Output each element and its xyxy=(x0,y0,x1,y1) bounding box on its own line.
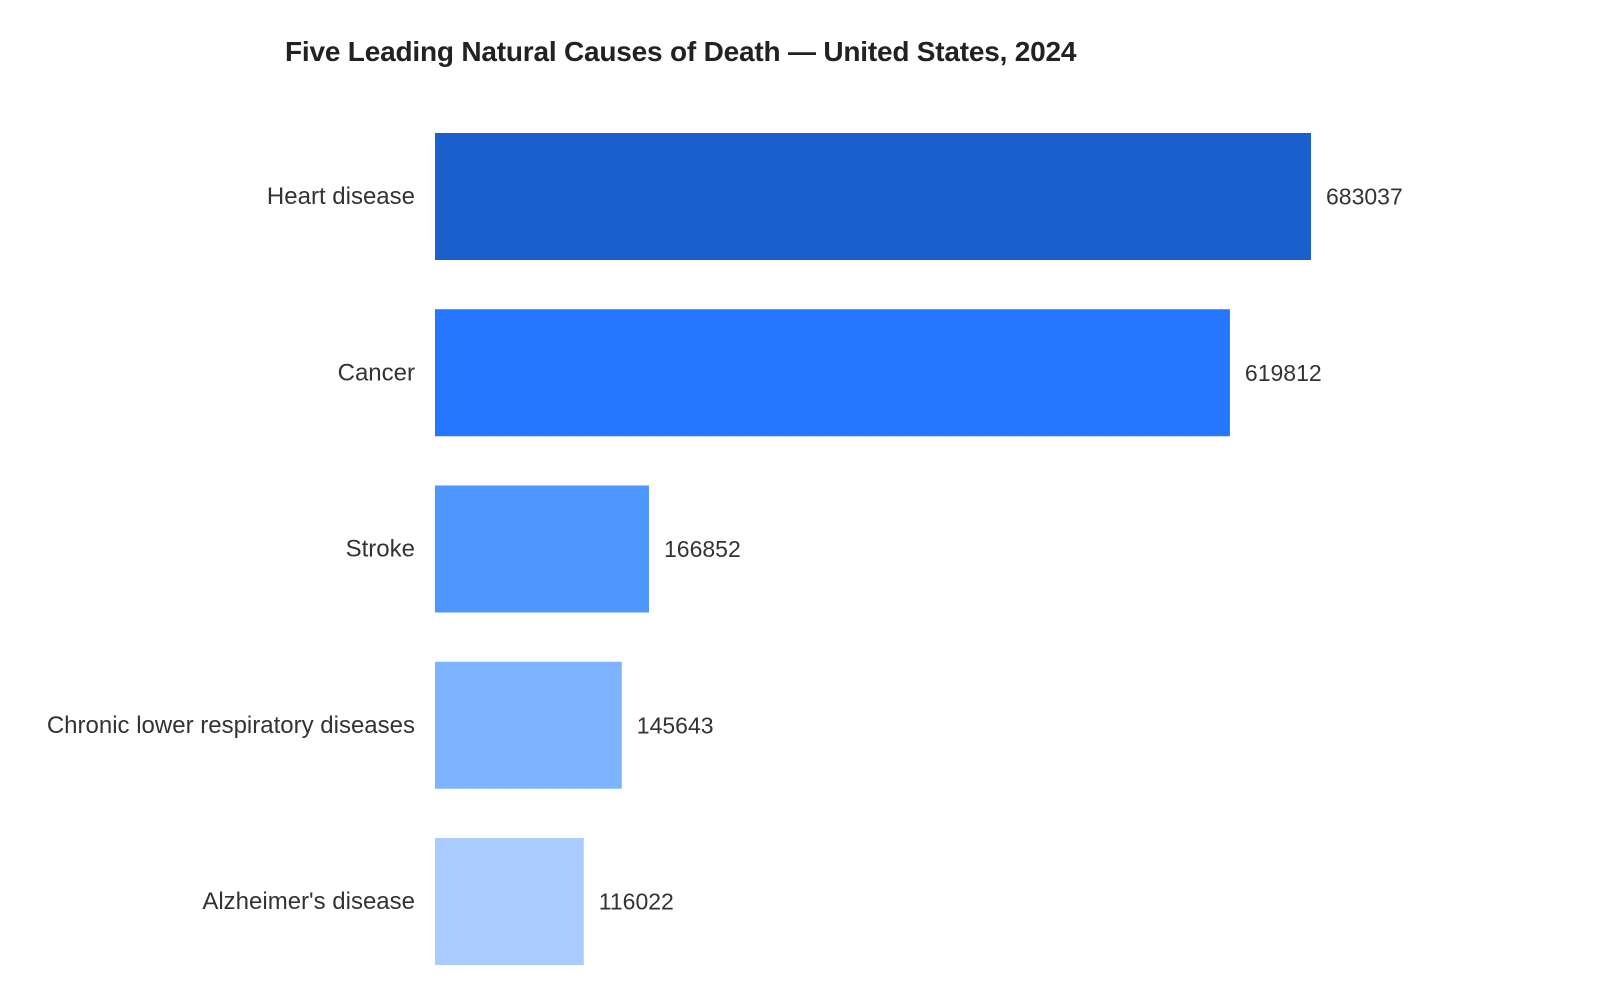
value-label-3: 145643 xyxy=(637,712,714,738)
bar-1 xyxy=(435,309,1230,437)
bar-0 xyxy=(435,133,1311,260)
chart-title: Five Leading Natural Causes of Death — U… xyxy=(285,36,1077,67)
value-label-1: 619812 xyxy=(1245,360,1322,386)
value-label-2: 166852 xyxy=(664,536,741,562)
bar-4 xyxy=(435,838,584,965)
value-label-4: 116022 xyxy=(599,889,674,915)
category-label-4: Alzheimer's disease xyxy=(202,888,415,915)
category-label-1: Cancer xyxy=(338,359,415,386)
category-label-2: Stroke xyxy=(346,536,415,563)
bar-2 xyxy=(435,485,649,613)
category-label-0: Heart disease xyxy=(267,183,415,210)
value-label-0: 683037 xyxy=(1326,184,1403,210)
category-label-3: Chronic lower respiratory diseases xyxy=(47,712,415,739)
bar-3 xyxy=(435,661,622,789)
